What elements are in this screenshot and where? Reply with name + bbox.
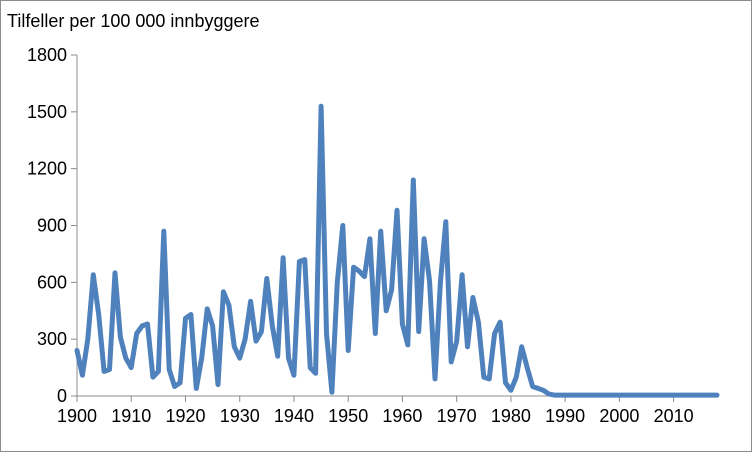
y-tick-label: 900 [37,216,67,236]
x-tick-label: 2010 [654,406,694,426]
x-tick-label: 1960 [382,406,422,426]
x-tick-label: 1970 [437,406,477,426]
x-axis-ticks: 1900 1910 1920 1930 1940 1950 1960 1970 1980 1990… [57,396,694,426]
x-tick-label: 1940 [274,406,314,426]
y-tick-label: 0 [57,386,67,406]
y-tick-label: 300 [37,329,67,349]
y-tick-label: 1200 [27,159,67,179]
y-axis-ticks: 0 300 600 900 1200 1500 1800 [27,45,77,406]
x-tick-label: 2000 [599,406,639,426]
x-tick-label: 1900 [57,406,97,426]
x-tick-label: 1980 [491,406,531,426]
x-tick-label: 1910 [111,406,151,426]
x-tick-label: 1990 [545,406,585,426]
y-tick-label: 600 [37,272,67,292]
chart-title: Tilfeller per 100 000 innbyggere [7,11,260,31]
y-tick-label: 1800 [27,45,67,65]
x-tick-label: 1950 [328,406,368,426]
y-tick-label: 1500 [27,102,67,122]
x-tick-label: 1930 [220,406,260,426]
series-line [74,103,720,398]
x-tick-label: 1920 [165,406,205,426]
